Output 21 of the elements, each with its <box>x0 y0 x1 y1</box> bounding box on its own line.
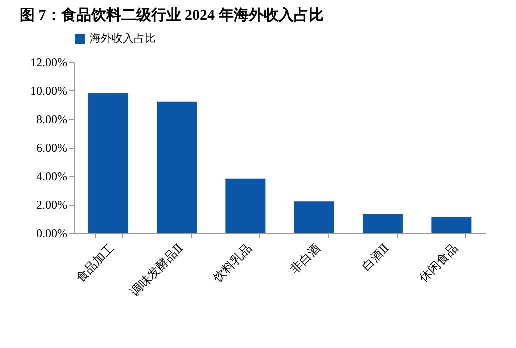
bar <box>88 93 128 233</box>
y-tick-label: 8.00% <box>36 112 68 126</box>
legend-label: 海外收入占比 <box>90 32 156 45</box>
y-tick-label: 12.00% <box>30 56 68 70</box>
y-tick-label: 6.00% <box>36 141 68 155</box>
chart-title: 图 7：食品饮料二级行业 2024 年海外收入占比 <box>20 7 324 24</box>
y-tick-label: 10.00% <box>30 84 68 98</box>
bar <box>157 102 197 233</box>
x-tick-label: 休闲食品 <box>416 241 461 285</box>
y-tick-label: 0.00% <box>36 226 68 240</box>
x-tick-label: 白酒Ⅱ <box>359 241 392 274</box>
x-tick-label: 食品加工 <box>73 241 118 285</box>
y-tick-label: 4.00% <box>36 170 68 184</box>
x-tick-label: 调味发酵品Ⅱ <box>128 241 186 300</box>
bar <box>363 214 403 233</box>
bar <box>226 178 266 233</box>
y-tick-label: 2.00% <box>36 198 68 212</box>
bar <box>432 217 472 233</box>
x-tick-label: 非白酒 <box>288 241 324 276</box>
bar <box>294 202 334 233</box>
x-tick-label: 饮料乳品 <box>210 241 255 286</box>
